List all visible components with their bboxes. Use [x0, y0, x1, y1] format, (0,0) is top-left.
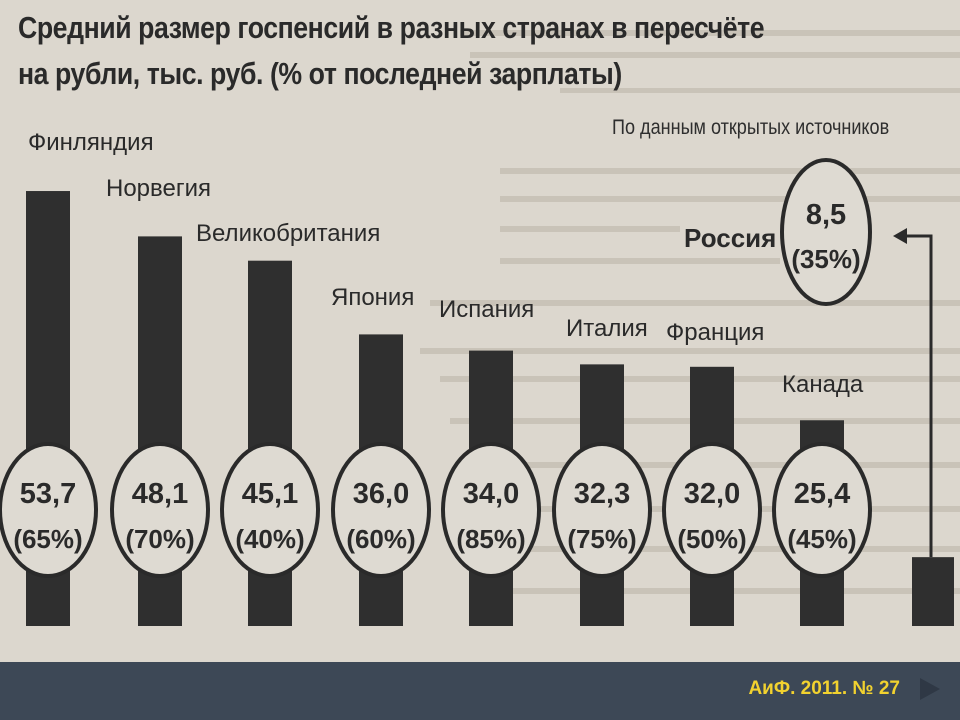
- value-label-8: 25,4: [794, 478, 850, 510]
- bar-russia: [912, 557, 954, 626]
- value-label-russia: 8,5: [806, 199, 846, 231]
- value-label-6: 32,3: [574, 478, 630, 510]
- value-label-1: 53,7: [20, 478, 76, 510]
- footer-citation: АиФ. 2011. № 27: [748, 678, 900, 699]
- value-label-7: 32,0: [684, 478, 740, 510]
- chart-title-line-2: на рубли, тыс. руб. (% от последней зарп…: [18, 56, 622, 91]
- value-label-5: 34,0: [463, 478, 519, 510]
- percent-label-6: (75%): [567, 524, 636, 554]
- russia-connector-line: [906, 234, 933, 558]
- percent-label-russia: (35%): [791, 244, 860, 274]
- value-oval-2: [110, 442, 210, 578]
- value-oval-7: [662, 442, 762, 578]
- percent-label-3: (40%): [235, 524, 304, 554]
- percent-label-5: (85%): [456, 524, 525, 554]
- value-oval-8: [772, 442, 872, 578]
- source-note: По данным открытых источников: [612, 116, 890, 139]
- percent-label-4: (60%): [346, 524, 415, 554]
- chart-title-line-1: Средний размер госпенсий в разных страна…: [18, 10, 765, 45]
- value-oval-4: [331, 442, 431, 578]
- pension-bar-chart: Финляндия Норвегия Великобритания Япония Исп…: [0, 129, 954, 626]
- category-label-2: Норвегия: [106, 175, 211, 202]
- category-label-5: Испания: [439, 296, 534, 323]
- value-oval-5: [441, 442, 541, 578]
- value-oval-6: [552, 442, 652, 578]
- category-label-8: Канада: [782, 371, 864, 398]
- category-label-3: Великобритания: [196, 220, 380, 247]
- value-label-4: 36,0: [353, 478, 409, 510]
- value-oval-3: [220, 442, 320, 578]
- category-label-6: Италия: [566, 315, 648, 342]
- footer-bar: АиФ. 2011. № 27: [0, 662, 960, 720]
- percent-label-8: (45%): [787, 524, 856, 554]
- category-label-7: Франция: [666, 319, 764, 346]
- percent-label-7: (50%): [677, 524, 746, 554]
- category-label-4: Япония: [331, 284, 414, 311]
- play-arrow-icon: [920, 678, 940, 700]
- percent-label-1: (65%): [13, 524, 82, 554]
- value-label-3: 45,1: [242, 478, 298, 510]
- value-oval-russia: [780, 158, 872, 306]
- chart-slide: Средний размер госпенсий в разных страна…: [0, 0, 960, 662]
- category-label-1: Финляндия: [28, 129, 154, 156]
- value-oval-1: [0, 442, 98, 578]
- percent-label-2: (70%): [125, 524, 194, 554]
- value-label-2: 48,1: [132, 478, 188, 510]
- russia-arrowhead: [893, 228, 907, 244]
- category-label-russia: Россия: [684, 223, 776, 253]
